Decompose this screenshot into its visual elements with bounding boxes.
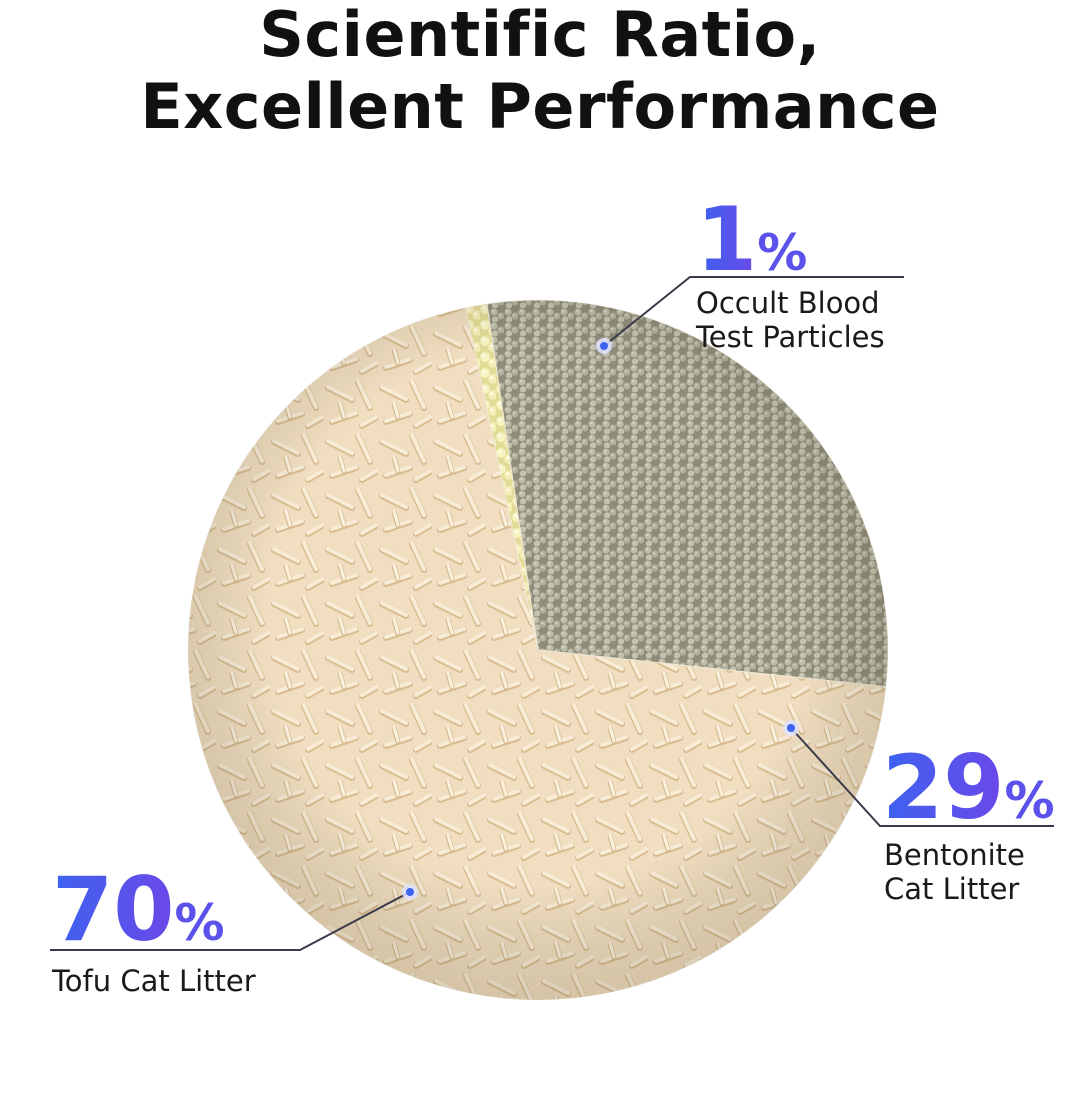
page-title-line-2: Excellent Performance <box>140 70 940 143</box>
percent-sign-tofu: % <box>174 894 225 952</box>
slice-label-test-particles-line-2: Test Particles <box>696 320 885 354</box>
percent-label-bentonite: 29% <box>882 744 1055 832</box>
slice-label-bentonite: Bentonite Cat Litter <box>884 838 1025 906</box>
leader-tofu-marker <box>406 888 414 896</box>
slice-label-test-particles-line-1: Occult Blood <box>696 286 880 320</box>
slice-label-test-particles: Occult Blood Test Particles <box>696 286 885 354</box>
percent-value-test-particles: 1 <box>696 188 758 291</box>
percent-sign-bentonite: % <box>1004 772 1055 830</box>
percent-label-test-particles: 1% <box>696 196 807 284</box>
slice-label-tofu-line-1: Tofu Cat Litter <box>52 964 256 998</box>
leader-test-particles-marker <box>600 342 608 350</box>
leader-tofu <box>50 891 411 951</box>
leader-test-particles <box>603 276 904 347</box>
page-title-line-1: Scientific Ratio, <box>259 0 821 71</box>
percent-sign-test-particles: % <box>757 224 808 282</box>
leader-bentonite-marker <box>787 724 795 732</box>
percent-label-tofu: 70% <box>52 866 225 954</box>
slice-label-tofu: Tofu Cat Litter <box>52 964 256 998</box>
slice-label-bentonite-line-2: Cat Litter <box>884 872 1020 906</box>
percent-value-bentonite: 29 <box>882 736 1005 839</box>
leader-bentonite <box>790 727 1054 827</box>
pie-shading <box>188 300 888 1000</box>
slice-label-bentonite-line-1: Bentonite <box>884 838 1025 872</box>
percent-value-tofu: 70 <box>52 858 175 961</box>
